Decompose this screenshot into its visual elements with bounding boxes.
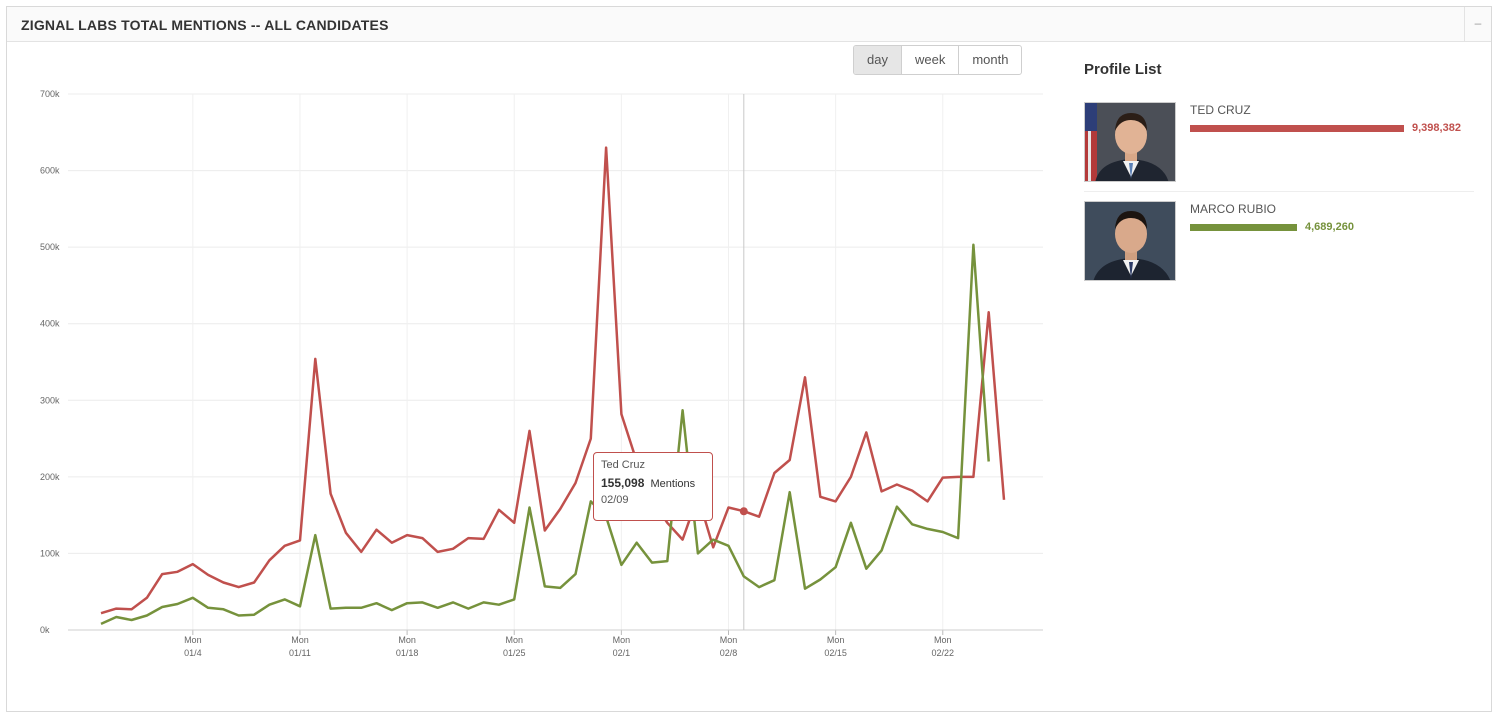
tooltip-unit: Mentions [650,478,696,490]
x-tick-weekday: Mon [184,635,202,645]
profile-ted-cruz[interactable]: TED CRUZ 9,398,382 [1084,102,1474,184]
x-tick-date: 02/8 [720,648,738,658]
range-button-day[interactable]: day [854,46,902,74]
profile-name: MARCO RUBIO [1190,202,1277,216]
profile-divider [1084,191,1474,192]
tooltip-value: 155,098 [601,476,645,490]
x-tick-date: 02/15 [824,648,847,658]
tooltip-date: 02/09 [601,494,629,506]
avatar [1084,102,1176,182]
y-tick-label: 600k [40,166,60,176]
chart-tooltip: Ted Cruz 155,098 Mentions 02/09 [593,452,713,521]
profile-bar [1190,125,1404,132]
mentions-panel: ZIGNAL LABS TOTAL MENTIONS -- ALL CANDID… [6,6,1492,712]
profile-list-title: Profile List [1084,61,1162,78]
series-line-ted-cruz [100,146,1006,615]
x-tick-date: 02/22 [932,648,955,658]
x-tick-weekday: Mon [934,635,952,645]
x-tick-weekday: Mon [291,635,309,645]
y-tick-label: 500k [40,242,60,252]
x-tick-weekday: Mon [398,635,416,645]
y-tick-label: 300k [40,395,60,405]
range-button-week[interactable]: week [902,46,960,74]
x-tick-weekday: Mon [613,635,631,645]
series-line-marco-rubio [100,243,990,626]
x-tick-date: 01/4 [184,648,202,658]
x-tick-date: 01/25 [503,648,526,658]
y-tick-label: 400k [40,319,60,329]
time-range-selector: day week month [853,45,1023,75]
panel-title: ZIGNAL LABS TOTAL MENTIONS -- ALL CANDID… [21,17,389,33]
x-tick-date: 02/1 [613,648,631,658]
range-button-month[interactable]: month [972,52,1009,67]
tooltip-value-row: 155,098 Mentions [601,476,705,490]
profile-value: 4,689,260 [1305,221,1354,233]
x-tick-date: 01/11 [289,648,311,658]
y-tick-label: 700k [40,89,60,99]
collapse-button[interactable]: – [1464,7,1491,41]
y-tick-label: 100k [40,548,60,558]
y-tick-label: 200k [40,472,60,482]
profile-value: 9,398,382 [1412,122,1461,134]
hover-point [739,507,748,516]
profile-marco-rubio[interactable]: MARCO RUBIO 4,689,260 [1084,201,1474,283]
x-tick-date: 01/18 [396,648,419,658]
tooltip-series-name: Ted Cruz [601,459,646,471]
profile-name: TED CRUZ [1190,103,1251,117]
profile-bar [1190,224,1297,231]
y-tick-label: 0k [40,625,50,635]
x-tick-weekday: Mon [827,635,845,645]
x-tick-weekday: Mon [720,635,738,645]
avatar [1084,201,1176,281]
x-tick-weekday: Mon [505,635,523,645]
panel-header: ZIGNAL LABS TOTAL MENTIONS -- ALL CANDID… [7,7,1491,42]
mentions-line-chart: 0k 100k 200k 300k 400k 500k 600k 700k Mon 01/4 Mon… [40,89,1043,658]
